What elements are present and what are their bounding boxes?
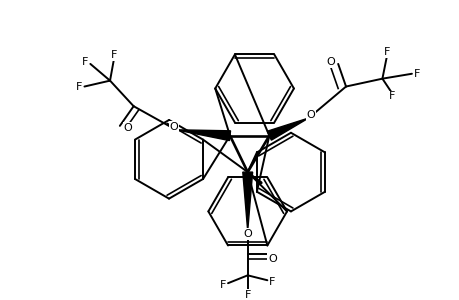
Text: F: F (269, 277, 275, 287)
Text: F: F (383, 47, 390, 57)
Text: F: F (82, 57, 89, 67)
Polygon shape (175, 130, 230, 141)
Text: O: O (243, 229, 252, 239)
Text: F: F (413, 69, 419, 79)
Text: O: O (169, 122, 178, 132)
Text: O: O (306, 110, 314, 120)
Text: F: F (244, 290, 250, 300)
Text: F: F (75, 82, 82, 92)
Text: O: O (267, 254, 276, 264)
Text: O: O (123, 123, 132, 133)
Polygon shape (267, 118, 308, 140)
Text: O: O (325, 57, 334, 67)
Polygon shape (242, 172, 252, 231)
Text: F: F (388, 92, 395, 101)
Text: F: F (219, 280, 226, 290)
Text: F: F (111, 50, 117, 60)
